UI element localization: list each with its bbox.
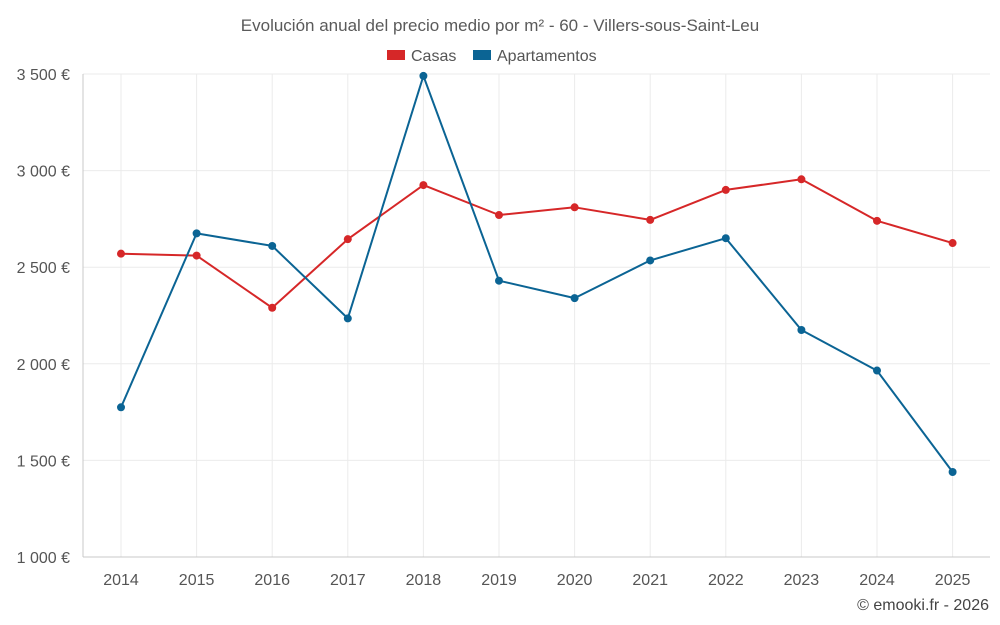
data-point-apartamentos[interactable] (343, 314, 352, 323)
x-tick-label: 2022 (708, 572, 744, 589)
data-point-casas[interactable] (721, 185, 730, 194)
data-point-apartamentos[interactable] (570, 294, 579, 303)
legend-label-apartamentos: Apartamentos (497, 48, 597, 65)
legend-swatch-apartamentos (473, 50, 491, 60)
data-point-casas[interactable] (570, 203, 579, 212)
x-tick-label: 2016 (254, 572, 290, 589)
y-axis-ticks: 1 000 € 1 500 € 2 000 € 2 500 € 3 000 € 3 500… (17, 67, 70, 567)
x-tick-label: 2021 (632, 572, 668, 589)
data-point-apartamentos[interactable] (948, 467, 957, 476)
data-point-casas[interactable] (646, 215, 655, 224)
data-point-apartamentos[interactable] (419, 71, 428, 80)
legend-swatch-casas (387, 50, 405, 60)
data-point-apartamentos[interactable] (873, 366, 881, 375)
data-point-casas[interactable] (873, 216, 881, 225)
data-point-apartamentos[interactable] (192, 229, 201, 238)
data-point-apartamentos[interactable] (797, 325, 806, 334)
gridlines (83, 73, 990, 557)
x-tick-label: 2025 (935, 572, 971, 589)
data-point-casas[interactable] (419, 181, 428, 190)
x-tick-label: 2017 (330, 572, 366, 589)
legend-item-apartamentos[interactable]: Apartamentos (473, 48, 597, 65)
x-tick-label: 2020 (557, 572, 593, 589)
data-point-apartamentos[interactable] (495, 276, 503, 285)
y-tick-label: 3 500 € (17, 67, 70, 84)
axes (82, 74, 990, 558)
series-casas (117, 175, 957, 312)
credit-text: © emooki.fr - 2026 (857, 597, 989, 614)
data-point-apartamentos[interactable] (268, 241, 277, 250)
data-point-casas[interactable] (495, 211, 503, 220)
data-point-casas[interactable] (343, 235, 352, 244)
series-apartamentos (117, 71, 957, 476)
data-point-casas[interactable] (268, 303, 277, 312)
x-tick-label: 2018 (406, 572, 442, 589)
legend-label-casas: Casas (411, 48, 456, 65)
data-point-casas[interactable] (797, 175, 806, 184)
series-layer (117, 71, 957, 476)
y-tick-label: 2 000 € (17, 357, 70, 374)
y-tick-label: 3 000 € (17, 164, 70, 181)
data-point-apartamentos[interactable] (721, 234, 730, 243)
data-point-casas[interactable] (117, 249, 125, 258)
y-tick-label: 1 500 € (17, 453, 70, 470)
data-point-apartamentos[interactable] (646, 256, 655, 265)
x-tick-label: 2024 (859, 572, 895, 589)
data-point-casas[interactable] (192, 251, 201, 260)
x-axis-ticks: 2014 2015 2016 2017 2018 2019 2020 2021 2022 2023… (103, 572, 970, 589)
series-line-apartamentos (120, 74, 954, 473)
x-tick-label: 2019 (481, 572, 517, 589)
y-tick-label: 1 000 € (17, 550, 70, 567)
series-line-casas (120, 178, 953, 309)
data-point-casas[interactable] (948, 239, 957, 248)
legend[interactable]: Casas Apartamentos (387, 48, 597, 65)
y-tick-label: 2 500 € (17, 260, 70, 277)
x-tick-label: 2015 (179, 572, 215, 589)
legend-item-casas[interactable]: Casas (387, 48, 456, 65)
x-tick-label: 2014 (103, 572, 139, 589)
x-tick-label: 2023 (784, 572, 820, 589)
chart-title: Evolución anual del precio medio por m² … (241, 16, 759, 35)
data-point-apartamentos[interactable] (117, 403, 125, 412)
